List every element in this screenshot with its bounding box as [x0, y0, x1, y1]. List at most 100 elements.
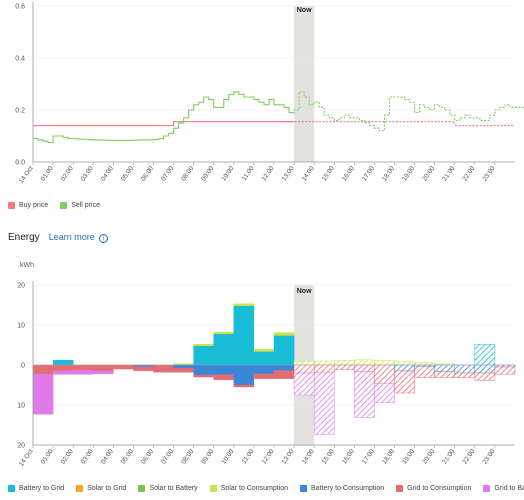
bar-grid-to-consumption [494, 366, 516, 375]
bar-battery-to-grid [233, 305, 255, 366]
bar-solar-to-consumption [394, 361, 415, 366]
bar-battery-to-grid [52, 359, 74, 366]
legend-swatch [209, 485, 217, 492]
now-band [294, 6, 315, 162]
bar-grid-to-consumption [93, 364, 114, 372]
bar-grid-to-battery [72, 369, 94, 375]
bar-battery-to-consumption [173, 364, 194, 369]
energy-legend: Battery to Grid Solar to Grid Solar to Bat… [8, 485, 524, 492]
legend-item-solar-to-grid[interactable]: Solar to Grid [76, 485, 126, 492]
bar-grid-to-consumption [394, 370, 415, 394]
bar-solar-to-consumption [293, 361, 315, 366]
bar-grid-to-consumption [133, 366, 154, 371]
x-tick-label: 13:00 [281, 448, 296, 466]
x-tick-label: 13:00 [281, 165, 296, 183]
bar-grid-to-battery [52, 370, 74, 375]
buy-price-swatch [8, 202, 15, 209]
legend-item-battery-to-consumption[interactable]: Battery to Consumption [300, 485, 384, 492]
legend-item-grid-to-battery[interactable]: Grid to Battery [483, 485, 524, 492]
energy-header: Energy Learn more i [8, 232, 108, 243]
bar-grid-to-consumption [213, 374, 235, 381]
bar-grid-to-battery [32, 373, 54, 415]
legend-item-sell-price[interactable]: Sell price [60, 202, 100, 209]
x-tick-label: 18:00 [381, 165, 396, 183]
x-tick-label: 09:00 [200, 448, 215, 466]
x-tick-label: 10:00 [220, 165, 235, 183]
bar-grid-to-consumption [414, 366, 435, 379]
legend-label: Solar to Consumption [220, 485, 289, 492]
price-legend: Buy price Sell price [8, 202, 112, 209]
x-tick-label: 03:00 [80, 165, 95, 183]
sell-price-swatch [60, 202, 68, 209]
y-tick-label: 20 [17, 443, 25, 450]
x-tick-label: 10:00 [220, 448, 235, 466]
bar-grid-to-consumption [454, 372, 476, 379]
x-tick-label: 17:00 [361, 165, 376, 183]
x-tick-label: 11:00 [241, 448, 256, 465]
bar-solar-to-consumption [313, 360, 335, 366]
learn-more-link[interactable]: Learn more [48, 232, 95, 242]
bar-solar-to-consumption [273, 332, 295, 336]
price-chart: Now 0.0 0.2 0.4 0.6 14 Oct 01:00 02:00 03:00 04:0… [15, 2, 524, 185]
legend-item-solar-to-consumption[interactable]: Solar to Consumption [209, 485, 289, 492]
x-tick-label: 11:00 [241, 165, 256, 182]
bar-grid-to-consumption [72, 364, 94, 371]
x-tick-label: 20:00 [421, 448, 436, 466]
x-tick-label: 23:00 [481, 448, 496, 466]
x-tick-label: 15:00 [321, 448, 336, 466]
legend-label: Solar to Grid [87, 485, 127, 492]
bar-grid-to-consumption [173, 367, 194, 373]
bar-grid-to-consumption [233, 384, 255, 388]
x-tick-label: 06:00 [140, 165, 155, 183]
bar-battery-to-grid [213, 333, 235, 366]
bar-grid-to-battery [93, 370, 114, 375]
bar-grid-to-consumption [313, 364, 335, 373]
bar-solar-to-consumption [354, 359, 375, 366]
legend-item-buy-price[interactable]: Buy price [8, 202, 48, 209]
legend-item-solar-to-battery[interactable]: Solar to Battery [138, 485, 198, 492]
x-tick-label: 14:00 [301, 448, 316, 466]
bar-solar-to-consumption [374, 359, 395, 366]
x-tick-label: 02:00 [60, 165, 75, 183]
legend-swatch [76, 485, 84, 492]
buy-price-line [33, 121, 295, 127]
legend-swatch [300, 485, 308, 492]
bar-grid-to-consumption [334, 364, 355, 371]
sell-price-forecast-line [289, 91, 524, 132]
bar-grid-to-consumption [153, 364, 174, 373]
x-tick-label: 21:00 [441, 165, 456, 183]
y-tick-label: 10 [17, 323, 25, 330]
x-tick-label: 07:00 [160, 448, 175, 466]
bar-solar-to-consumption [414, 362, 435, 366]
x-tick-label: 03:00 [80, 448, 95, 466]
sell-price-line [33, 91, 295, 144]
bar-grid-to-consumption [354, 364, 375, 372]
legend-label: Battery to Consumption [311, 485, 385, 492]
x-tick-label: 22:00 [461, 165, 476, 183]
bar-battery-to-grid [253, 351, 275, 366]
bar-grid-to-consumption [193, 374, 215, 378]
y-axis-unit: kWh [20, 262, 34, 269]
bar-grid-to-consumption [52, 364, 74, 372]
legend-item-battery-to-grid[interactable]: Battery to Grid [8, 485, 64, 492]
x-tick-label: 05:00 [120, 165, 135, 183]
bar-grid-to-consumption [113, 364, 134, 370]
info-icon[interactable]: i [98, 234, 108, 243]
y-tick-label: 0 [21, 363, 25, 370]
bar-battery-to-grid [273, 335, 295, 366]
x-tick-label: 12:00 [261, 165, 276, 183]
legend-swatch [483, 485, 491, 492]
bar-battery-to-consumption [454, 364, 476, 374]
legend-swatch [138, 485, 146, 492]
x-tick-label: 08:00 [180, 448, 195, 466]
legend-item-grid-to-consumption[interactable]: Grid to Consumption [396, 485, 471, 492]
x-tick-label: 01:00 [40, 448, 55, 466]
y-tick-label: 0.6 [15, 4, 25, 11]
bar-battery-to-consumption [253, 364, 275, 375]
legend-label: Buy price [19, 202, 49, 209]
now-label: Now [297, 288, 312, 295]
legend-swatch [396, 485, 404, 492]
y-tick-label: 0.4 [15, 56, 25, 63]
